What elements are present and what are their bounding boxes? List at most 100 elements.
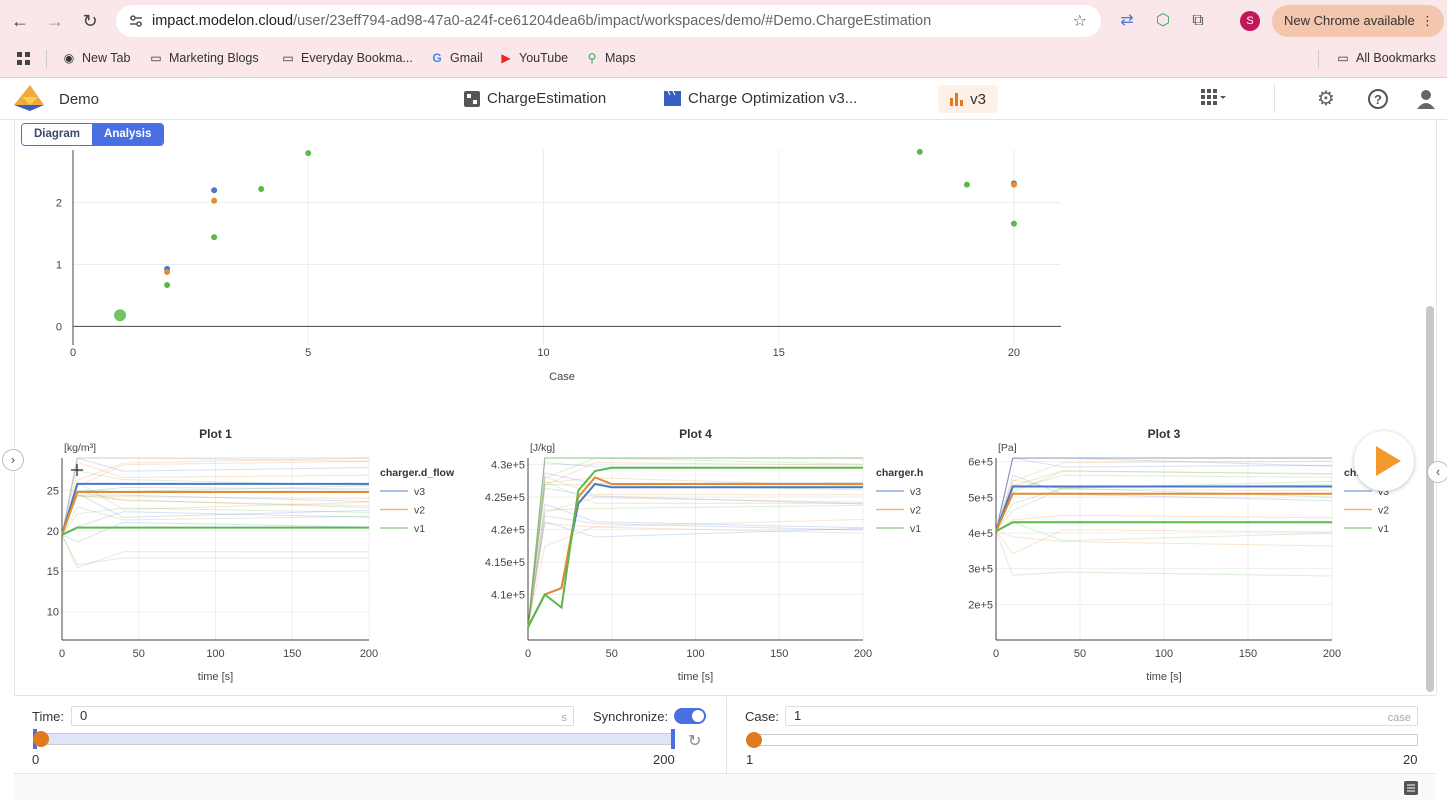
scrollbar[interactable] [1426, 306, 1434, 692]
scatter-point [164, 268, 171, 275]
gear-icon[interactable]: ⚙ [1317, 88, 1335, 110]
chevron-right-icon[interactable]: › [2, 449, 24, 471]
plot-y-tick-label: 20 [47, 526, 59, 538]
tab-model[interactable]: ChargeEstimation [464, 90, 606, 107]
bookmark-star-icon[interactable]: ☆ [1072, 13, 1087, 30]
plot-x-tick-label: 100 [1155, 648, 1173, 660]
case-min-label: 1 [746, 752, 754, 767]
all-bookmarks[interactable]: ▭ All Bookmarks [1336, 51, 1436, 65]
bookmark-gmail[interactable]: G Gmail [430, 51, 483, 65]
plot-trace-faint [995, 529, 1333, 555]
scatter-point [211, 234, 218, 241]
reset-icon[interactable]: ↻ [688, 733, 702, 750]
plot-trace-faint [527, 503, 864, 628]
plot-series-line [527, 466, 863, 628]
plot-trace-faint [527, 476, 864, 628]
tab-version[interactable]: v3 [938, 85, 998, 113]
plot-series-line [995, 492, 1332, 532]
bookmarks-bar: ◉ New Tab ▭ Marketing Blogs ▭ Everyday Book… [0, 42, 1447, 78]
url-path: /user/23eff794-ad98-47a0-a24f-ce61204dea… [293, 13, 932, 29]
folder-icon: ▭ [150, 51, 162, 65]
maps-pin-icon: ⚲ [587, 51, 597, 65]
plot-trace-faint [995, 457, 1332, 532]
extensions-puzzle-icon[interactable]: ⧉ [1192, 12, 1204, 29]
plot-trace-faint [61, 461, 370, 535]
chevron-left-icon[interactable]: ‹ [1427, 461, 1447, 483]
scatter-point [1010, 220, 1017, 227]
extension-badge-icon[interactable]: ⬡ [1156, 12, 1170, 29]
case-slider[interactable] [748, 734, 1418, 746]
apps-grid-icon[interactable] [17, 52, 31, 66]
plot-trace-faint [527, 515, 864, 628]
plot-trace-faint [527, 457, 863, 628]
plot-trace-faint [995, 479, 1333, 532]
url-host: impact.modelon.cloud [152, 13, 294, 29]
plot-trace-faint [527, 477, 864, 628]
plot-trace-faint [527, 487, 864, 628]
bookmark-label: Everyday Bookma... [301, 51, 413, 65]
bookmark-maps[interactable]: ⚲ Maps [585, 51, 636, 65]
plot-title: Plot 4 [679, 427, 712, 441]
case-label: Case: [745, 709, 779, 724]
plot-legend-label: v2 [414, 505, 425, 517]
plot-title: Plot 1 [199, 427, 232, 441]
time-slider-knob[interactable] [33, 731, 49, 747]
reload-icon[interactable]: ↻ [82, 11, 98, 31]
time-input[interactable]: 0 s [71, 706, 574, 726]
plot-trace-faint [527, 462, 864, 628]
app-header: Demo ChargeEstimation Charge Optimizatio… [0, 78, 1447, 120]
back-arrow-icon[interactable]: ← [11, 11, 29, 31]
plot-trace-faint [995, 531, 1333, 577]
plot-y-tick-label: 2e+5 [968, 599, 993, 611]
address-bar[interactable]: impact.modelon.cloud/user/23eff794-ad98-… [116, 5, 1101, 37]
log-icon[interactable] [1404, 781, 1418, 795]
scatter-x-tick-label: 5 [305, 347, 311, 359]
bookmark-youtube[interactable]: ▶ YouTube [499, 51, 568, 65]
case-slider-knob[interactable] [746, 732, 762, 748]
more-vert-icon: ⋮ [1421, 13, 1434, 28]
status-bar [14, 773, 1436, 800]
plot-unit-label: [J/kg] [530, 442, 555, 454]
tab-analysis[interactable]: Analysis [92, 124, 164, 145]
tab-experiment[interactable]: Charge Optimization v3... [664, 90, 857, 107]
plot-x-tick-label: 200 [854, 648, 872, 660]
time-max-label: 200 [653, 752, 675, 767]
plot-y-tick-label: 25 [47, 485, 59, 497]
profile-avatar[interactable]: S [1240, 11, 1260, 31]
play-button[interactable] [1354, 431, 1414, 491]
plot-x-tick-label: 0 [525, 648, 531, 660]
plot-x-axis-label: time [s] [1146, 671, 1181, 683]
synchronize-toggle[interactable] [674, 708, 706, 724]
site-info-icon[interactable] [128, 14, 144, 28]
help-icon[interactable]: ? [1367, 88, 1389, 110]
bookmark-new-tab[interactable]: ◉ New Tab [62, 51, 131, 65]
time-range-end-handle[interactable] [671, 729, 675, 749]
user-avatar-icon[interactable] [1415, 88, 1437, 110]
case-input[interactable]: 1 case [785, 706, 1418, 726]
bookmark-everyday[interactable]: ▭ Everyday Bookma... [281, 51, 413, 65]
translate-icon[interactable]: ⇄ [1120, 12, 1134, 29]
bookmark-marketing-blogs[interactable]: ▭ Marketing Blogs [149, 51, 258, 65]
bookmark-label: New Tab [82, 51, 131, 65]
plot-trace-faint [527, 518, 864, 628]
modelon-logo-icon [14, 85, 44, 111]
forward-arrow-icon[interactable]: → [46, 11, 64, 31]
time-label: Time: [32, 709, 65, 724]
google-icon: G [432, 51, 442, 65]
time-slider[interactable] [35, 733, 675, 745]
app-grid-menu-icon[interactable] [1201, 88, 1229, 110]
new-chrome-button[interactable]: New Chrome available ⋮ [1272, 5, 1444, 37]
time-value: 0 [80, 708, 88, 723]
bookmarks-divider [46, 50, 47, 68]
plot-trace-faint [61, 534, 370, 569]
tab-diagram[interactable]: Diagram [22, 124, 93, 145]
scatter-point [963, 181, 970, 188]
app-title: Demo [59, 91, 100, 108]
plot-y-tick-label: 6e+5 [968, 457, 993, 469]
scatter-point [114, 309, 127, 322]
bookmark-label: Gmail [450, 51, 483, 65]
plot-x-tick-label: 0 [993, 648, 999, 660]
plot-trace-faint [527, 521, 864, 628]
plot-trace-faint [61, 507, 370, 536]
